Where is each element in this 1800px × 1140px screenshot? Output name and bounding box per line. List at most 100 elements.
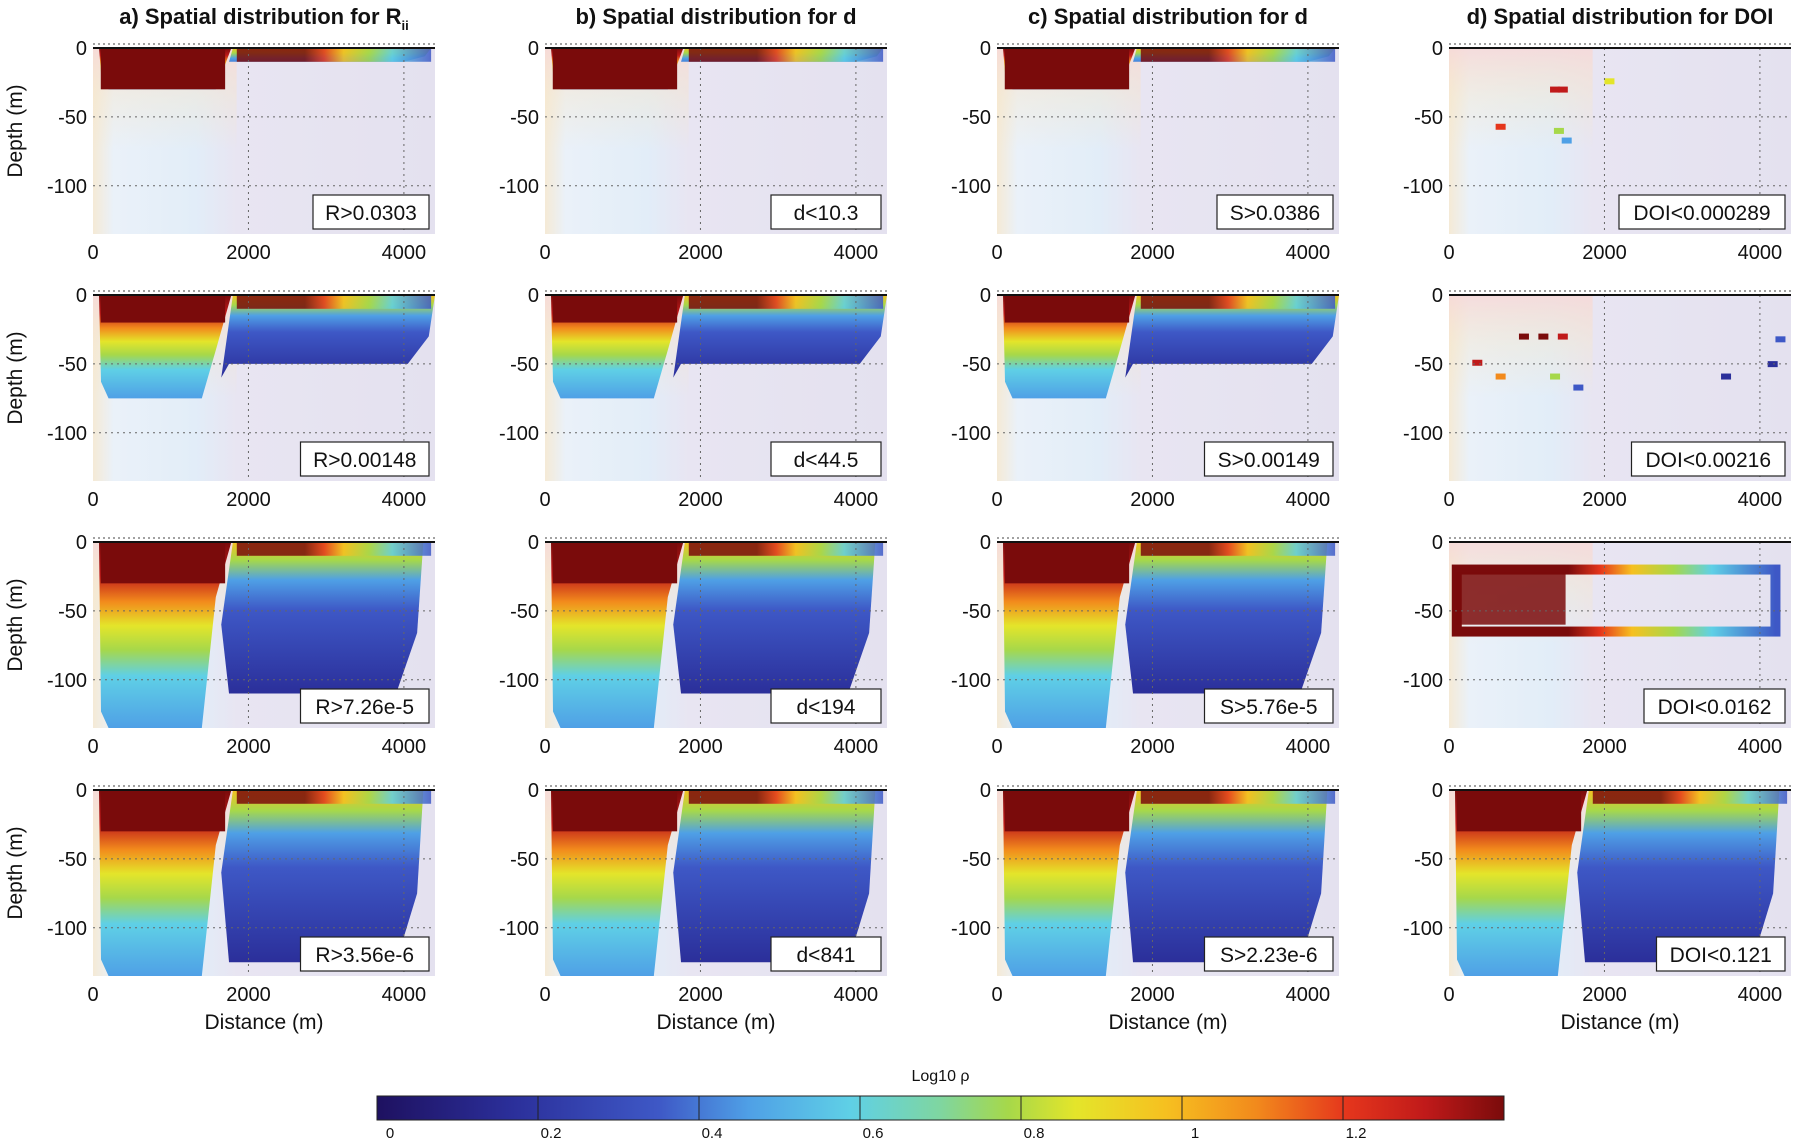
heatmap-panel: 0 -50 -100 0 2000 4000 Depth (m) R>0.00148 bbox=[4, 285, 435, 511]
x-tick-label: 4000 bbox=[382, 736, 427, 758]
x-tick-label: 2000 bbox=[1130, 489, 1175, 511]
column-title-main: c) Spatial distribution for d bbox=[1028, 4, 1308, 29]
resistive-block bbox=[100, 48, 226, 90]
heatmap-panel: 0 -50 -100 0 2000 4000 d<10.3 bbox=[499, 38, 887, 264]
right-anomaly bbox=[673, 542, 876, 694]
column-title: c) Spatial distribution for d bbox=[1028, 4, 1308, 29]
column-title: a) Spatial distribution for Rii bbox=[119, 4, 409, 33]
y-tick-label: -100 bbox=[951, 176, 991, 198]
threshold-label-box bbox=[1618, 194, 1786, 230]
threshold-label: DOI<0.00216 bbox=[1645, 449, 1771, 472]
left-anomaly bbox=[99, 542, 232, 728]
x-tick-label: 4000 bbox=[1738, 736, 1783, 758]
heatmap-panel: 0 -50 -100 0 2000 4000 Depth (m) Distance (m) R>… bbox=[4, 780, 435, 1034]
heatmap-panel: 0 -50 -100 0 2000 4000 S>5.76e-5 bbox=[951, 532, 1339, 758]
x-tick-label: 0 bbox=[539, 984, 550, 1006]
x-tick-label: 2000 bbox=[1582, 242, 1627, 264]
x-axis-label: Distance (m) bbox=[204, 1011, 323, 1034]
colorbar-tick-label: 0.4 bbox=[702, 1125, 723, 1140]
x-tick-label: 0 bbox=[991, 242, 1002, 264]
heatmap-panel: 0 -50 -100 0 2000 4000 Distance (m) S>2.23e-6 bbox=[951, 780, 1339, 1034]
heatmap-panel: 0 -50 -100 0 2000 4000 DOI<0.0162 bbox=[1403, 532, 1791, 758]
threshold-label: R>3.56e-6 bbox=[315, 944, 414, 967]
x-tick-label: 2000 bbox=[1582, 489, 1627, 511]
x-tick-label: 0 bbox=[1443, 736, 1454, 758]
column-title-text: d) Spatial distribution for DOI bbox=[1467, 4, 1774, 29]
resistive-block bbox=[1004, 295, 1130, 323]
y-tick-label: -100 bbox=[499, 918, 539, 940]
resistive-block bbox=[552, 48, 678, 90]
doi-speck bbox=[1561, 137, 1572, 144]
threshold-label-box bbox=[1203, 936, 1334, 972]
doi-speck bbox=[1472, 359, 1483, 366]
surface-layer bbox=[236, 48, 432, 62]
x-tick-label: 2000 bbox=[226, 242, 271, 264]
doi-speck bbox=[1538, 333, 1549, 340]
threshold-label: S>0.0386 bbox=[1230, 202, 1321, 225]
y-tick-label: -100 bbox=[1403, 423, 1443, 445]
y-tick-label: -100 bbox=[499, 670, 539, 692]
threshold-label-box bbox=[770, 688, 882, 724]
x-tick-label: 0 bbox=[539, 242, 550, 264]
y-tick-label: -100 bbox=[47, 423, 87, 445]
threshold-label: d<194 bbox=[797, 696, 856, 719]
surface-layer bbox=[688, 48, 884, 62]
column-title-main: b) Spatial distribution for d bbox=[575, 4, 856, 29]
y-tick-label: 0 bbox=[528, 285, 539, 307]
surface-layer bbox=[1140, 295, 1336, 309]
y-tick-label: 0 bbox=[76, 38, 87, 60]
y-tick-label: -50 bbox=[58, 849, 87, 871]
threshold-label: S>2.23e-6 bbox=[1220, 944, 1318, 967]
threshold-label: DOI<0.0162 bbox=[1658, 696, 1772, 719]
doi-speck bbox=[1604, 78, 1615, 85]
x-tick-label: 4000 bbox=[382, 984, 427, 1006]
resistive-block bbox=[100, 295, 226, 323]
threshold-label-box bbox=[770, 194, 882, 230]
threshold-label: S>5.76e-5 bbox=[1220, 696, 1318, 719]
surface-layer bbox=[1140, 48, 1336, 62]
doi-speck bbox=[1550, 373, 1561, 380]
doi-speck bbox=[1495, 123, 1506, 130]
surface-layer bbox=[236, 790, 432, 804]
surface-layer bbox=[688, 542, 884, 556]
x-tick-label: 4000 bbox=[1286, 489, 1331, 511]
threshold-label: DOI<0.000289 bbox=[1633, 202, 1770, 225]
colorbar-tick-label: 0.6 bbox=[863, 1125, 884, 1140]
threshold-label-box bbox=[1216, 194, 1334, 230]
surface-tint bbox=[1449, 48, 1593, 151]
y-tick-label: 0 bbox=[980, 285, 991, 307]
x-tick-label: 0 bbox=[991, 489, 1002, 511]
doi-block bbox=[1456, 572, 1566, 625]
doi-speck bbox=[1721, 373, 1732, 380]
resistive-block bbox=[1004, 542, 1130, 584]
x-tick-label: 2000 bbox=[226, 736, 271, 758]
heatmap-panel: 0 -50 -100 0 2000 4000 Depth (m) R>0.0303 bbox=[4, 38, 435, 264]
left-anomaly bbox=[1003, 542, 1136, 728]
y-tick-label: 0 bbox=[980, 38, 991, 60]
x-tick-label: 2000 bbox=[1130, 736, 1175, 758]
resistive-block bbox=[552, 790, 678, 832]
threshold-label: d<44.5 bbox=[794, 449, 859, 472]
resistive-block bbox=[1004, 790, 1130, 832]
y-tick-label: 0 bbox=[1432, 780, 1443, 802]
right-anomaly bbox=[1125, 790, 1328, 963]
threshold-label: R>7.26e-5 bbox=[315, 696, 414, 719]
surface-layer bbox=[236, 295, 432, 309]
column-title-subscript: ii bbox=[402, 18, 409, 33]
y-tick-label: 0 bbox=[76, 532, 87, 554]
y-tick-label: 0 bbox=[1432, 532, 1443, 554]
x-tick-label: 0 bbox=[87, 984, 98, 1006]
x-tick-label: 0 bbox=[991, 984, 1002, 1006]
surface-layer bbox=[1140, 790, 1336, 804]
threshold-label-box bbox=[770, 936, 882, 972]
x-tick-label: 2000 bbox=[1130, 242, 1175, 264]
threshold-label: d<10.3 bbox=[794, 202, 859, 225]
y-axis-label: Depth (m) bbox=[4, 84, 27, 177]
y-tick-label: -50 bbox=[1414, 601, 1443, 623]
y-tick-label: -100 bbox=[47, 176, 87, 198]
y-tick-label: -100 bbox=[47, 670, 87, 692]
heatmap-panel: 0 -50 -100 0 2000 4000 d<194 bbox=[499, 532, 887, 758]
y-tick-label: 0 bbox=[76, 780, 87, 802]
y-tick-label: -50 bbox=[1414, 107, 1443, 129]
surface-layer bbox=[688, 295, 884, 309]
